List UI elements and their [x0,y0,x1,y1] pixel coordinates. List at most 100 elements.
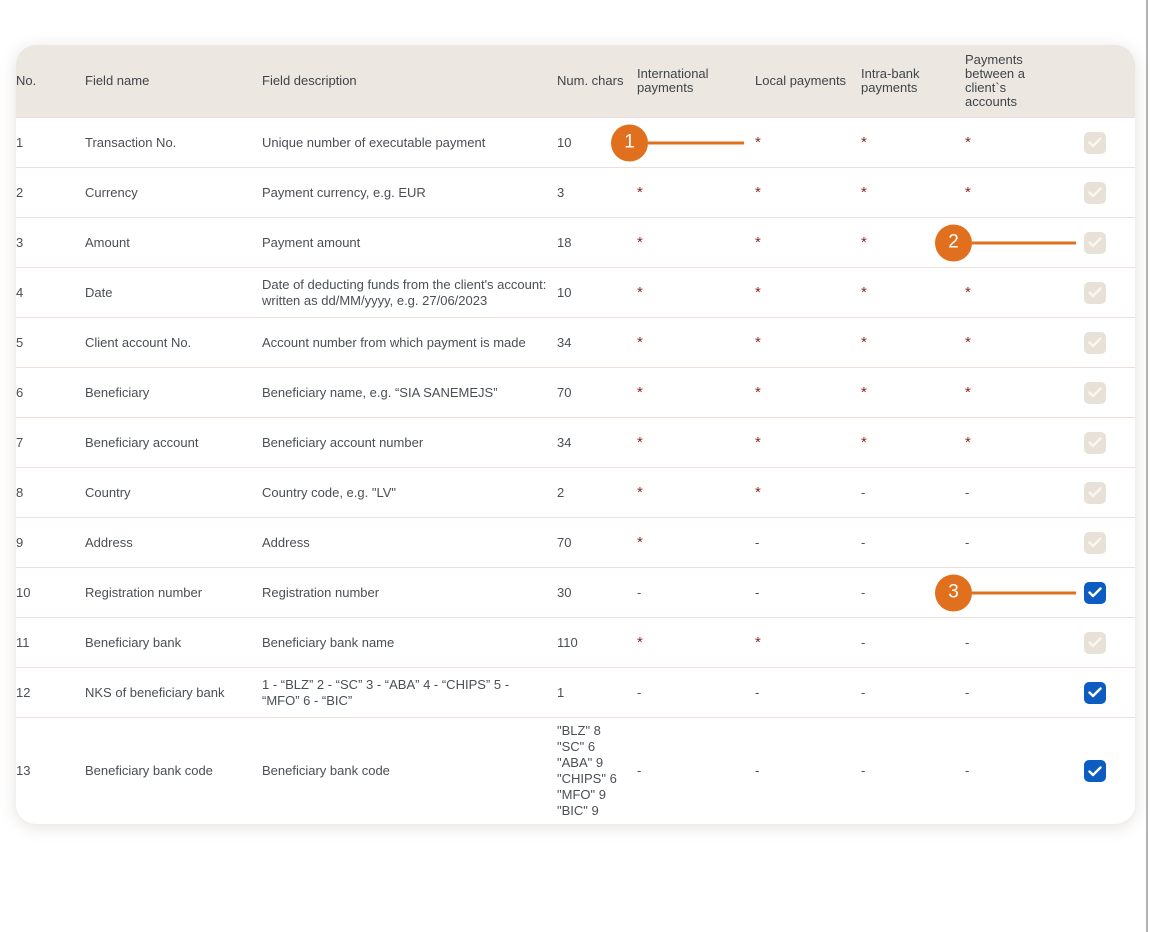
cell-local: * [755,367,861,418]
window-right-border [1146,0,1148,932]
cell-chars: 110 [557,617,637,668]
required-asterisk: * [861,433,867,451]
cell-checkbox [1065,167,1135,218]
required-asterisk: * [637,183,643,201]
required-asterisk: * [965,183,971,201]
required-asterisk: * [965,133,971,151]
required-asterisk: * [965,283,971,301]
not-applicable-dash: - [965,634,970,650]
cell-chars: 34 [557,417,637,468]
cell-name: Amount [85,217,262,268]
cell-no: 6 [16,367,85,418]
cell-chars: 3 [557,167,637,218]
required-asterisk: * [637,433,643,451]
required-asterisk: * [861,383,867,401]
cell-local: * [755,417,861,468]
cell-checkbox [1065,117,1135,168]
cell-local: * [755,467,861,518]
row-checkbox [1084,181,1106,204]
cell-intra: * [861,317,965,368]
column-header-no: No. [16,45,85,118]
cell-between: * 2 [935,217,1076,268]
required-asterisk: * [637,133,643,151]
cell-chars: 10 [557,117,637,168]
not-applicable-dash: - [755,584,760,600]
cell-intl: * 1 [611,117,755,168]
callout-line [972,591,1076,594]
not-applicable-dash: - [965,484,970,500]
cell-between: -3 [935,567,1076,618]
cell-no: 1 [16,117,85,168]
cell-no: 11 [16,617,85,668]
cell-no: 2 [16,167,85,218]
cell-between: * [965,417,1065,468]
cell-local: * [755,167,861,218]
row-checkbox [1084,381,1106,404]
cell-intra: * [861,217,965,268]
cell-description: Beneficiary bank code [262,717,557,824]
cell-checkbox [1065,717,1135,824]
cell-name: Beneficiary bank code [85,717,262,824]
cell-checkbox [1065,667,1135,718]
not-applicable-dash: - [965,584,970,600]
cell-between: - [965,617,1065,668]
cell-intra: * [861,417,965,468]
cell-local: * [755,317,861,368]
cell-local: - [755,667,861,718]
cell-intl: * [637,417,755,468]
cell-no: 7 [16,417,85,468]
column-header-local: Local payments [755,45,861,118]
cell-checkbox [1065,267,1135,318]
cell-name: Currency [85,167,262,218]
cell-description: Beneficiary account number [262,417,557,468]
cell-intra: * [861,117,965,168]
not-applicable-dash: - [861,763,866,778]
cell-intl: - [637,567,755,618]
row-checkbox [1084,281,1106,304]
cell-no: 10 [16,567,85,618]
callout-line [972,241,1076,244]
required-asterisk: * [755,183,761,201]
cell-chars: 70 [557,517,637,568]
not-applicable-dash: - [637,584,642,600]
required-asterisk: * [861,183,867,201]
not-applicable-dash: - [755,763,760,778]
cell-checkbox [1065,517,1135,568]
row-checkbox[interactable] [1084,581,1106,604]
table-row: 9 Address Address 70 * - - - [16,517,1135,568]
not-applicable-dash: - [965,763,970,778]
cell-between: * [965,117,1065,168]
cell-no: 4 [16,267,85,318]
column-header-checkbox [1065,45,1135,118]
row-checkbox [1084,431,1106,454]
table-row: 6 Beneficiary Beneficiary name, e.g. “SIA … [16,367,1135,418]
cell-intl: * [637,217,755,268]
cell-between: - [965,717,1065,824]
cell-intra: - [861,467,965,518]
cell-checkbox [1065,467,1135,518]
row-checkbox [1084,631,1106,654]
column-header-intl: International payments [637,45,755,118]
cell-local: * [755,617,861,668]
table-header-row: No. Field name Field description Num. chars… [16,45,1135,118]
cell-intra: - [861,717,965,824]
row-checkbox[interactable] [1084,760,1106,782]
cell-checkbox [1065,217,1135,268]
cell-chars: 70 [557,367,637,418]
required-asterisk: * [637,333,643,351]
cell-intl: * [637,367,755,418]
required-asterisk: * [861,133,867,151]
required-asterisk: * [861,233,867,251]
cell-no: 8 [16,467,85,518]
cell-checkbox [1065,617,1135,668]
cell-between: - [965,467,1065,518]
cell-no: 12 [16,667,85,718]
cell-checkbox [1065,367,1135,418]
required-asterisk: * [637,283,643,301]
table-row: 5 Client account No. Account number from w… [16,317,1135,368]
callout-line [648,141,744,144]
required-asterisk: * [637,533,643,551]
row-checkbox[interactable] [1084,681,1106,704]
not-applicable-dash: - [965,684,970,700]
